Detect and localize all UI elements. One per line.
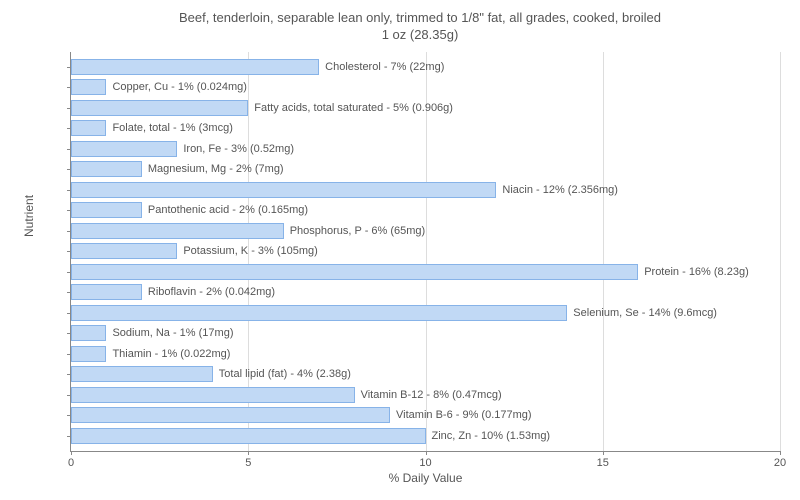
y-tick-mark bbox=[67, 108, 71, 109]
bar-label: Vitamin B-6 - 9% (0.177mg) bbox=[396, 409, 532, 421]
x-tick-label: 5 bbox=[245, 457, 251, 469]
bar bbox=[71, 79, 106, 95]
y-tick-mark bbox=[67, 292, 71, 293]
x-tick-label: 0 bbox=[68, 457, 74, 469]
chart-title: Beef, tenderloin, separable lean only, t… bbox=[60, 10, 780, 44]
bar-row: Phosphorus, P - 6% (65mg) bbox=[71, 222, 780, 240]
bar-row: Fatty acids, total saturated - 5% (0.906… bbox=[71, 99, 780, 117]
bar-row: Sodium, Na - 1% (17mg) bbox=[71, 324, 780, 342]
bar bbox=[71, 120, 106, 136]
y-tick-mark bbox=[67, 333, 71, 334]
bar bbox=[71, 141, 177, 157]
bar-label: Total lipid (fat) - 4% (2.38g) bbox=[219, 368, 351, 380]
bar-label: Pantothenic acid - 2% (0.165mg) bbox=[148, 204, 308, 216]
bar-label: Niacin - 12% (2.356mg) bbox=[502, 184, 618, 196]
bar-row: Riboflavin - 2% (0.042mg) bbox=[71, 283, 780, 301]
bar-label: Folate, total - 1% (3mcg) bbox=[112, 122, 232, 134]
bar bbox=[71, 366, 213, 382]
x-tick-mark bbox=[71, 451, 72, 455]
bar-row: Thiamin - 1% (0.022mg) bbox=[71, 345, 780, 363]
bars-group: Cholesterol - 7% (22mg) Copper, Cu - 1% (… bbox=[71, 58, 780, 445]
y-tick-mark bbox=[67, 395, 71, 396]
bar-label: Thiamin - 1% (0.022mg) bbox=[112, 348, 230, 360]
bar-label: Cholesterol - 7% (22mg) bbox=[325, 61, 444, 73]
x-tick-mark bbox=[603, 451, 604, 455]
bar-label: Magnesium, Mg - 2% (7mg) bbox=[148, 163, 284, 175]
bar-label: Riboflavin - 2% (0.042mg) bbox=[148, 286, 275, 298]
x-tick-mark bbox=[248, 451, 249, 455]
bar-row: Protein - 16% (8.23g) bbox=[71, 263, 780, 281]
bar bbox=[71, 223, 284, 239]
x-tick-mark bbox=[426, 451, 427, 455]
nutrient-chart: Beef, tenderloin, separable lean only, t… bbox=[0, 0, 800, 500]
bar bbox=[71, 202, 142, 218]
bar-row: Niacin - 12% (2.356mg) bbox=[71, 181, 780, 199]
bar-label: Selenium, Se - 14% (9.6mcg) bbox=[573, 307, 717, 319]
bar-label: Zinc, Zn - 10% (1.53mg) bbox=[432, 430, 551, 442]
bar-row: Zinc, Zn - 10% (1.53mg) bbox=[71, 427, 780, 445]
bar bbox=[71, 264, 638, 280]
plot-area: Nutrient % Daily Value 05101520 Choleste… bbox=[70, 52, 780, 452]
bar-label: Copper, Cu - 1% (0.024mg) bbox=[112, 81, 247, 93]
bar bbox=[71, 59, 319, 75]
x-tick-label: 15 bbox=[597, 457, 609, 469]
bar-label: Sodium, Na - 1% (17mg) bbox=[112, 327, 233, 339]
bar bbox=[71, 161, 142, 177]
x-tick-mark bbox=[780, 451, 781, 455]
y-tick-mark bbox=[67, 149, 71, 150]
y-tick-mark bbox=[67, 415, 71, 416]
y-tick-mark bbox=[67, 251, 71, 252]
y-tick-mark bbox=[67, 313, 71, 314]
bar bbox=[71, 182, 496, 198]
bar bbox=[71, 284, 142, 300]
y-tick-mark bbox=[67, 354, 71, 355]
bar bbox=[71, 346, 106, 362]
bar-label: Phosphorus, P - 6% (65mg) bbox=[290, 225, 426, 237]
y-tick-mark bbox=[67, 436, 71, 437]
bar bbox=[71, 325, 106, 341]
y-tick-mark bbox=[67, 67, 71, 68]
y-tick-mark bbox=[67, 272, 71, 273]
bar-row: Iron, Fe - 3% (0.52mg) bbox=[71, 140, 780, 158]
y-tick-mark bbox=[67, 210, 71, 211]
bar-row: Pantothenic acid - 2% (0.165mg) bbox=[71, 201, 780, 219]
bar bbox=[71, 243, 177, 259]
bar-label: Vitamin B-12 - 8% (0.47mcg) bbox=[361, 389, 502, 401]
bar-row: Copper, Cu - 1% (0.024mg) bbox=[71, 78, 780, 96]
bar-label: Protein - 16% (8.23g) bbox=[644, 266, 749, 278]
y-axis-label: Nutrient bbox=[22, 195, 36, 237]
bar-row: Vitamin B-12 - 8% (0.47mcg) bbox=[71, 386, 780, 404]
x-axis-label: % Daily Value bbox=[389, 471, 463, 485]
y-tick-mark bbox=[67, 87, 71, 88]
bar bbox=[71, 428, 426, 444]
bar-label: Fatty acids, total saturated - 5% (0.906… bbox=[254, 102, 453, 114]
bar-label: Iron, Fe - 3% (0.52mg) bbox=[183, 143, 294, 155]
bar bbox=[71, 305, 567, 321]
bar-row: Magnesium, Mg - 2% (7mg) bbox=[71, 160, 780, 178]
chart-title-line2: 1 oz (28.35g) bbox=[60, 27, 780, 44]
y-tick-mark bbox=[67, 128, 71, 129]
bar-row: Cholesterol - 7% (22mg) bbox=[71, 58, 780, 76]
x-tick-label: 20 bbox=[774, 457, 786, 469]
bar-row: Total lipid (fat) - 4% (2.38g) bbox=[71, 365, 780, 383]
bar-row: Selenium, Se - 14% (9.6mcg) bbox=[71, 304, 780, 322]
bar-label: Potassium, K - 3% (105mg) bbox=[183, 245, 318, 257]
y-tick-mark bbox=[67, 169, 71, 170]
y-tick-mark bbox=[67, 190, 71, 191]
chart-title-line1: Beef, tenderloin, separable lean only, t… bbox=[60, 10, 780, 27]
bar-row: Potassium, K - 3% (105mg) bbox=[71, 242, 780, 260]
bar bbox=[71, 100, 248, 116]
y-tick-mark bbox=[67, 231, 71, 232]
bar bbox=[71, 387, 355, 403]
bar-row: Folate, total - 1% (3mcg) bbox=[71, 119, 780, 137]
bar bbox=[71, 407, 390, 423]
x-tick-label: 10 bbox=[419, 457, 431, 469]
bar-row: Vitamin B-6 - 9% (0.177mg) bbox=[71, 406, 780, 424]
y-tick-mark bbox=[67, 374, 71, 375]
gridline bbox=[780, 52, 781, 451]
